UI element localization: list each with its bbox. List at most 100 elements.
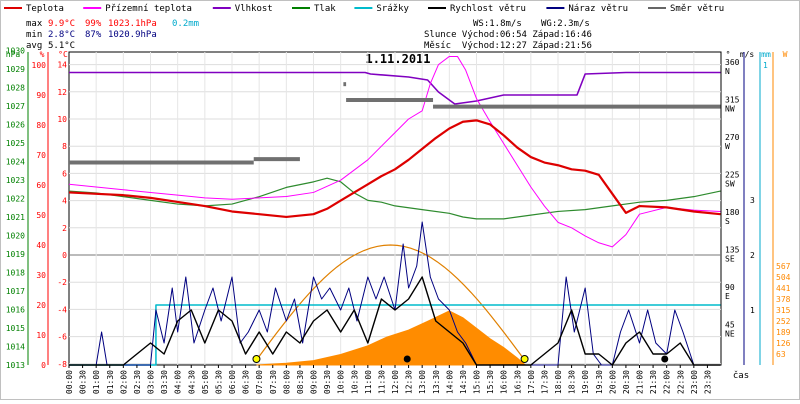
x-tick-label: 19:30: [595, 370, 604, 394]
temperature-tick-label: 2: [62, 224, 67, 233]
stats-min-temp: 2.8°C: [48, 30, 75, 40]
info-sun: Slunce Východ:06:54 Západ:16:46: [424, 30, 592, 40]
humidity-tick-label: 10: [36, 331, 46, 340]
x-tick-label: 03:30: [160, 370, 169, 394]
pressure-tick-label: 1022: [6, 195, 25, 204]
wind-axis-label: m/s: [740, 50, 755, 59]
temperature-tick-label: 12: [57, 88, 67, 97]
series-ground-temp-line: [68, 55, 721, 248]
x-tick-label: 17:30: [540, 370, 549, 394]
direction-name-label: NW: [725, 105, 735, 114]
wind-tick-label: 3: [750, 196, 755, 205]
x-tick-label: 22:00: [663, 370, 672, 394]
solar-tick-label: 504: [776, 273, 791, 282]
legend-entry: Přízemní teplota: [105, 4, 192, 14]
direction-name-label: S: [725, 217, 730, 226]
chart-title: 1.11.2011: [365, 52, 430, 66]
pressure-tick-label: 1026: [6, 121, 25, 130]
solar-tick-label: 126: [776, 339, 791, 348]
stats-avg-temp: 5.1°C: [48, 41, 75, 51]
pressure-tick-label: 1016: [6, 306, 25, 315]
x-tick-label: 19:00: [581, 370, 590, 394]
pressure-tick-label: 1027: [6, 102, 25, 111]
x-tick-label: 04:00: [174, 370, 183, 394]
stats-max-label: max: [26, 19, 43, 29]
sun-path-arc: [255, 244, 526, 361]
series-wind-gust-line: [69, 221, 721, 366]
wind-tick-label: 2: [750, 251, 755, 260]
moonrise-marker: [403, 355, 411, 363]
humidity-tick-label: 20: [36, 301, 46, 310]
direction-tick-label: 225: [725, 171, 740, 180]
x-tick-label: 11:30: [377, 370, 386, 394]
stats-block: max 9.9°C 99% 1023.1hPa 0.2mm min 2.8°C …: [26, 19, 199, 51]
x-tick-label: 21:30: [649, 370, 658, 394]
solar-tick-label: 315: [776, 306, 791, 315]
x-tick-label: 02:30: [133, 370, 142, 394]
stats-max-temp: 9.9°C: [48, 19, 75, 29]
moonset-marker: [661, 355, 669, 363]
x-tick-label: 18:30: [568, 370, 577, 394]
x-tick-label: 14:30: [459, 370, 468, 394]
stats-max-pressure: 1023.1hPa: [108, 19, 157, 29]
temperature-tick-label: 0: [62, 251, 67, 260]
solar-tick-label: 441: [776, 284, 791, 293]
x-tick-label: 07:00: [255, 370, 264, 394]
pressure-tick-label: 1023: [6, 176, 25, 185]
pressure-tick-label: 1013: [6, 361, 25, 370]
pressure-tick-label: 1030: [6, 47, 25, 56]
x-axis-label: čas: [733, 370, 749, 381]
humidity-tick-label: 90: [36, 91, 46, 100]
pressure-tick-label: 1024: [6, 158, 25, 167]
temperature-tick-label: 6: [62, 169, 67, 178]
sunrise-marker: [252, 355, 261, 363]
x-tick-label: 22:30: [676, 370, 685, 394]
legend-entry: Rychlost větru: [450, 4, 526, 14]
x-tick-label: 10:00: [337, 370, 346, 394]
x-tick-label: 00:00: [65, 370, 74, 394]
sun-moon-info: WS:1.8m/s WG:2.3m/s Slunce Východ:06:54 …: [424, 19, 592, 51]
x-tick-label: 23:00: [690, 370, 699, 394]
x-tick-label: 05:30: [214, 370, 223, 394]
legend-entry: Náraz větru: [568, 4, 628, 14]
series-wind-speed-line: [69, 276, 721, 366]
x-tick-label: 13:30: [432, 370, 441, 394]
x-tick-label: 13:00: [418, 370, 427, 394]
direction-name-label: E: [725, 292, 730, 301]
x-tick-label: 18:00: [554, 370, 563, 394]
x-tick-label: 02:00: [119, 370, 128, 394]
x-tick-label: 20:30: [622, 370, 631, 394]
info-moon: Měsíc Východ:12:27 Západ:21:56: [424, 41, 592, 51]
x-tick-label: 06:30: [242, 370, 251, 394]
series-humidity-line: [69, 71, 721, 105]
stats-avg-label: avg: [26, 41, 42, 51]
x-tick-label: 03:00: [147, 370, 156, 394]
x-tick-label: 21:00: [636, 370, 645, 394]
legend-entry: Směr větru: [670, 4, 724, 14]
x-tick-label: 04:30: [187, 370, 196, 394]
temperature-tick-label: 4: [62, 197, 67, 206]
x-tick-label: 17:00: [527, 370, 536, 394]
solar-tick-label: 567: [776, 262, 791, 271]
pressure-tick-label: 1019: [6, 250, 25, 259]
humidity-tick-label: 50: [36, 211, 46, 220]
humidity-tick-label: 40: [36, 241, 46, 250]
pressure-axis-label: hPa: [6, 50, 21, 59]
legend: Teplota Přízemní teplota Vlhkost Tlak Srážky…: [4, 4, 724, 14]
direction-name-label: N: [725, 67, 730, 76]
x-tick-label: 12:00: [391, 370, 400, 394]
x-tick-label: 20:00: [608, 370, 617, 394]
x-tick-label: 07:30: [269, 370, 278, 394]
humidity-tick-label: 30: [36, 271, 46, 280]
temperature-tick-label: -6: [57, 333, 67, 342]
humidity-axis-label: %: [40, 50, 45, 59]
rain-tick-label: 1: [763, 61, 768, 70]
humidity-tick-label: 60: [36, 181, 46, 190]
direction-axis-label: °: [726, 50, 731, 59]
direction-tick-label: 270: [725, 133, 740, 142]
x-tick-label: 12:30: [405, 370, 414, 394]
stats-min-label: min: [26, 30, 42, 40]
x-tick-label: 15:30: [486, 370, 495, 394]
legend-entry: Srážky: [376, 4, 409, 14]
solar-tick-label: 252: [776, 317, 791, 326]
